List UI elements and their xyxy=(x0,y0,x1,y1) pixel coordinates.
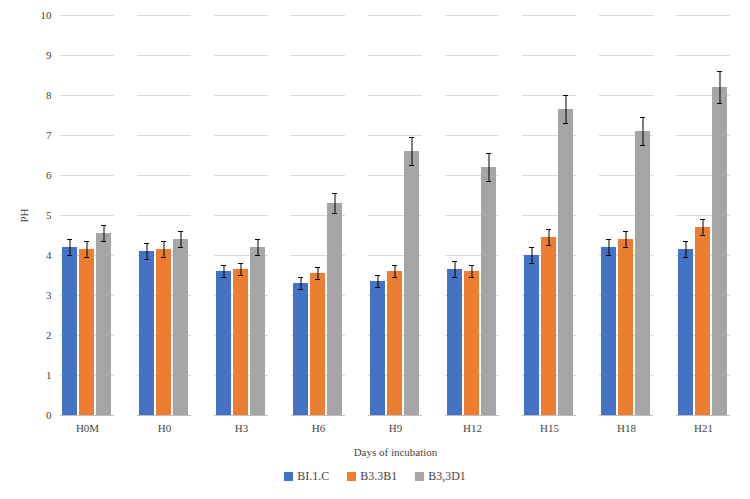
svg-text:1: 1 xyxy=(46,369,52,381)
svg-text:2: 2 xyxy=(46,329,52,341)
svg-text:0: 0 xyxy=(46,409,52,421)
svg-text:5: 5 xyxy=(46,209,52,221)
svg-text:H0: H0 xyxy=(158,422,172,434)
svg-text:9: 9 xyxy=(46,49,52,61)
svg-text:10: 10 xyxy=(41,9,53,21)
svg-text:H21: H21 xyxy=(694,422,713,434)
html-text:BI.1.C: BI.1.C xyxy=(297,469,330,483)
svg-text:H3: H3 xyxy=(235,422,249,434)
html-text:B3.3B1: B3.3B1 xyxy=(360,469,398,483)
svg-text:PH: PH xyxy=(18,208,30,222)
svg-text:H9: H9 xyxy=(389,422,403,434)
html-text:B3,3D1: B3,3D1 xyxy=(428,469,466,483)
svg-text:6: 6 xyxy=(46,169,52,181)
svg-text:8: 8 xyxy=(46,89,52,101)
svg-text:3: 3 xyxy=(46,289,52,301)
svg-text:4: 4 xyxy=(46,249,52,261)
svg-text:H18: H18 xyxy=(617,422,636,434)
svg-text:7: 7 xyxy=(46,129,52,141)
svg-text:Days of incubation: Days of incubation xyxy=(354,446,438,458)
svg-text:H6: H6 xyxy=(312,422,326,434)
svg-text:H15: H15 xyxy=(540,422,559,434)
svg-text:H0M: H0M xyxy=(76,422,99,434)
svg-text:H12: H12 xyxy=(463,422,482,434)
